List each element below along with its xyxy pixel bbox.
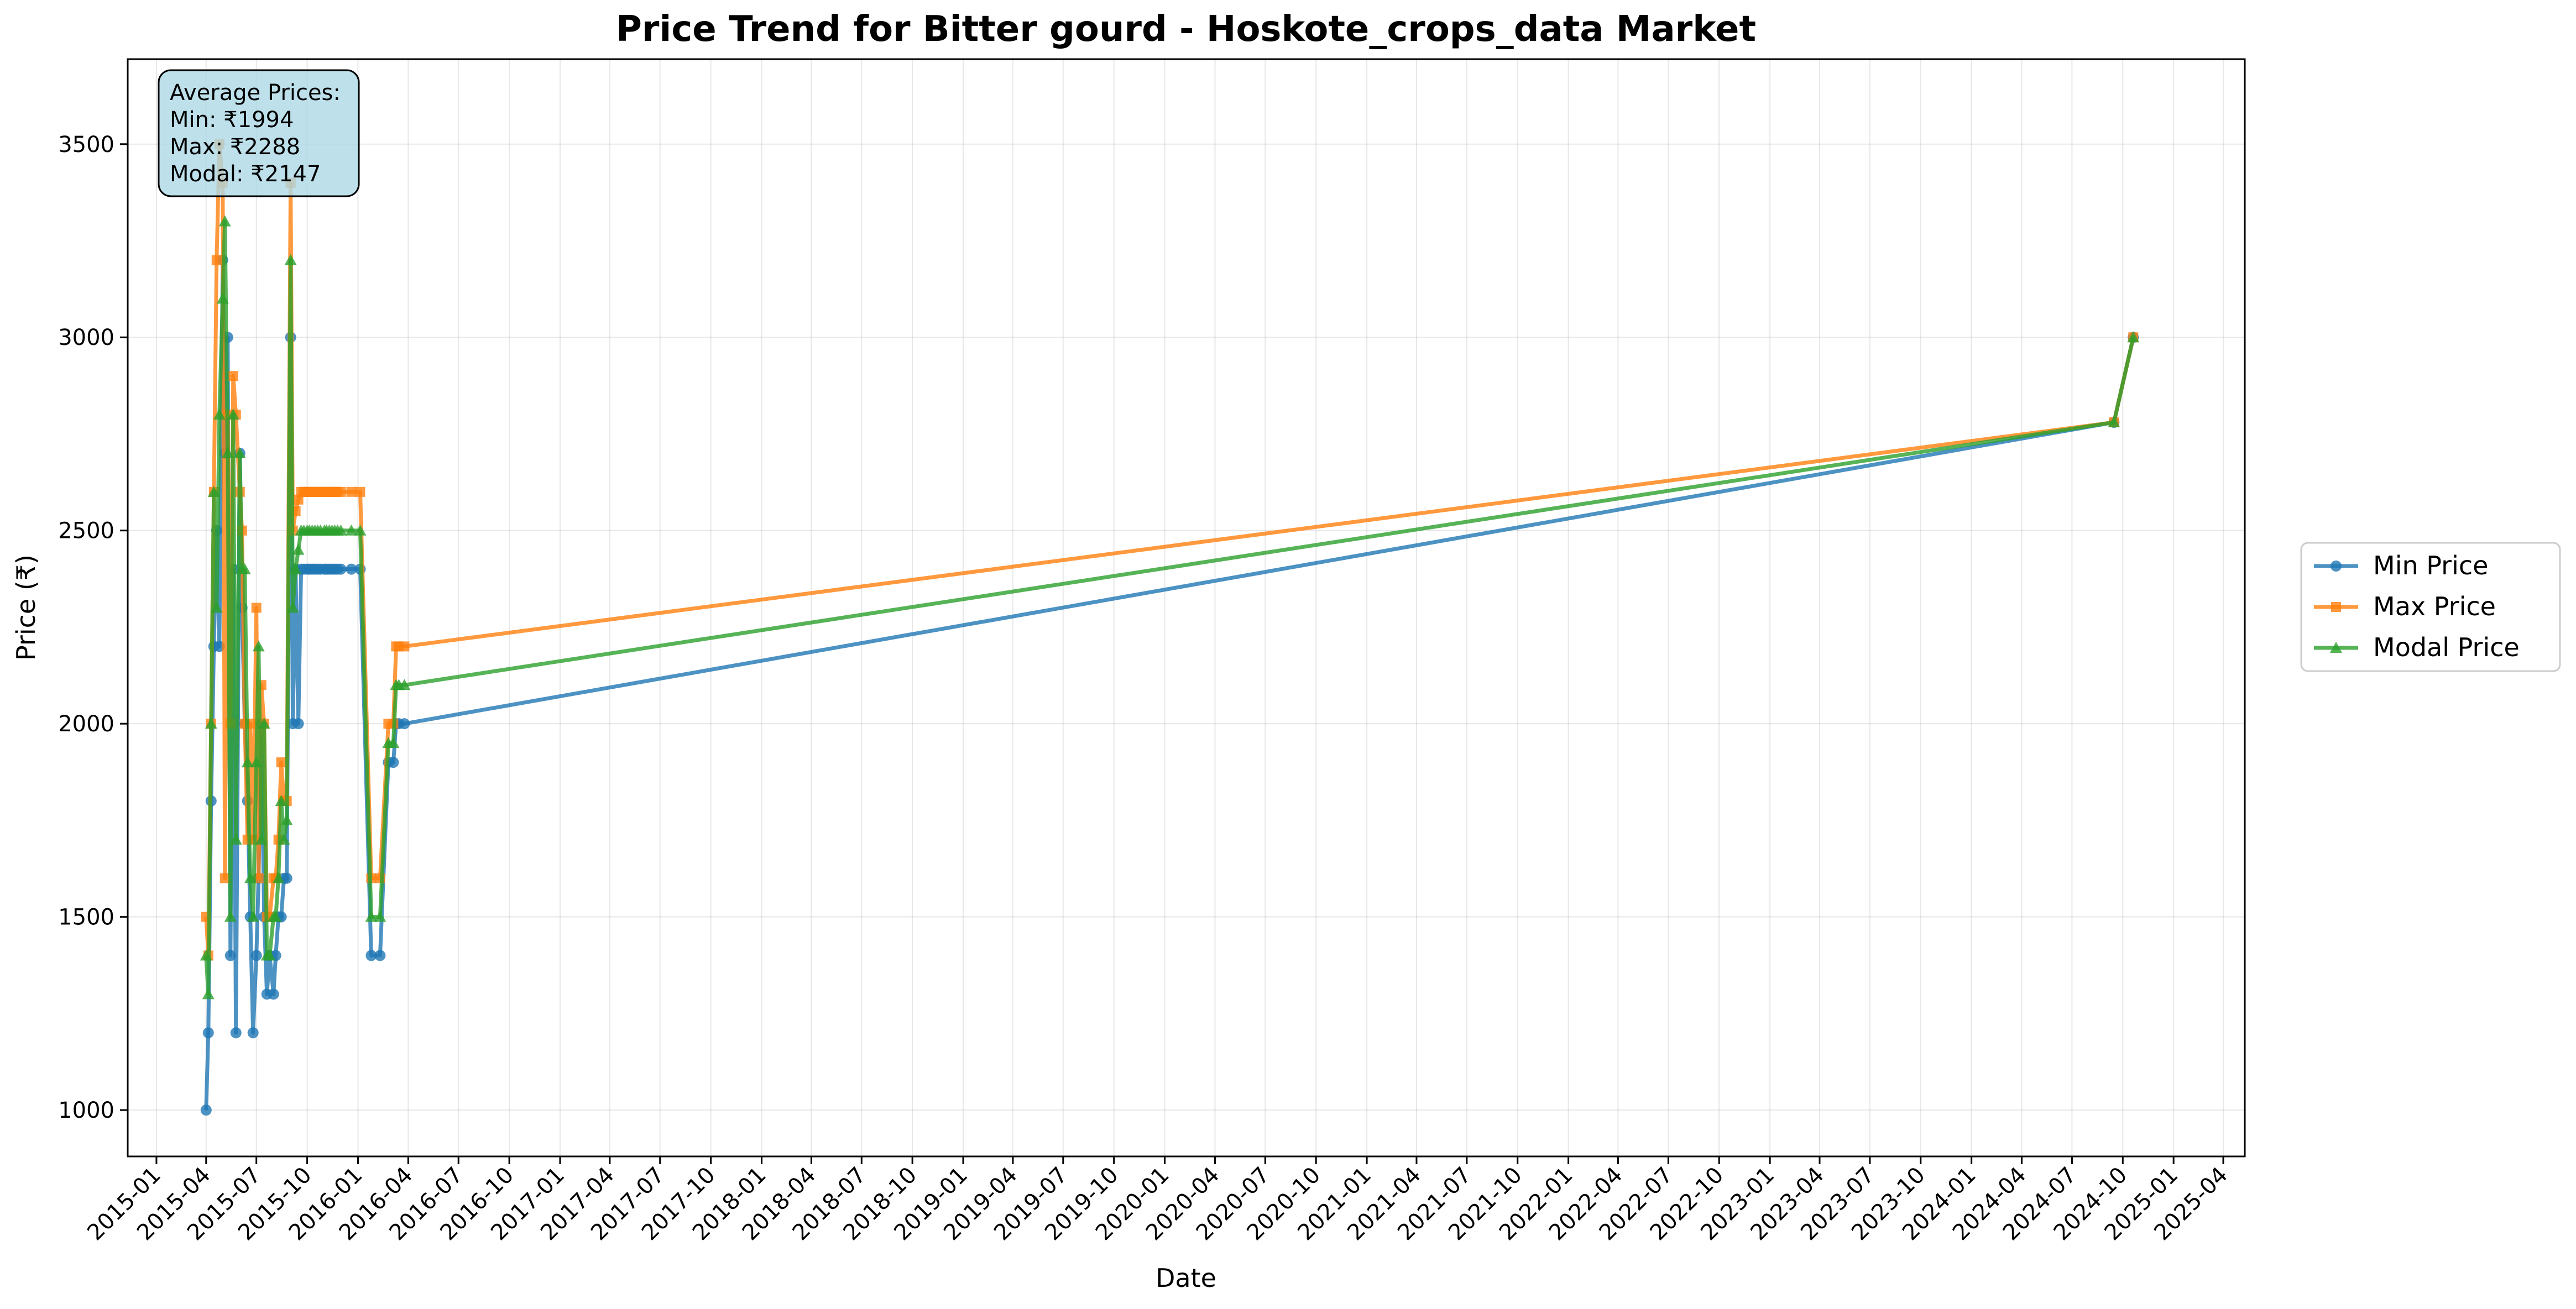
max-price-point xyxy=(220,873,230,883)
min-price-point xyxy=(365,950,377,961)
min-price-point xyxy=(388,757,399,768)
legend-item-min-price: Min Price xyxy=(2314,551,2488,580)
modal-price-point xyxy=(2127,331,2140,343)
y-tick-label: 2000 xyxy=(58,711,114,737)
modal-price-point xyxy=(238,563,251,574)
modal-price-point xyxy=(247,910,259,922)
modal-price-point xyxy=(207,485,220,497)
modal-price-point xyxy=(345,524,358,536)
max-price-point xyxy=(399,641,410,652)
modal-price-point xyxy=(205,718,217,729)
y-tick-label: 3500 xyxy=(58,132,114,158)
modal-price-point xyxy=(280,814,293,825)
max-price-point xyxy=(211,255,222,265)
legend-item-max-price: Max Price xyxy=(2314,591,2496,621)
min-price-point xyxy=(268,988,279,1000)
modal-price-point xyxy=(275,794,288,806)
y-tick-label: 1500 xyxy=(58,905,114,930)
min-price-point xyxy=(224,950,236,961)
legend: Min Price Max Price Modal Price xyxy=(2300,542,2561,672)
y-axis-label: Price (₹) xyxy=(11,554,41,661)
modal-price-point xyxy=(278,833,290,845)
legend-label-max-price: Max Price xyxy=(2373,591,2496,621)
y-tick-label: 3000 xyxy=(58,325,114,350)
max-price-point xyxy=(346,486,357,497)
modal-price-point xyxy=(289,563,302,574)
series-modal-price xyxy=(200,215,2140,999)
average-modal-price: Modal: ₹2147 xyxy=(170,161,321,187)
modal-price-point xyxy=(233,447,246,458)
modal-price-point xyxy=(218,215,231,227)
modal-price-point xyxy=(269,910,282,922)
modal-price-point xyxy=(224,910,237,922)
plot-frame xyxy=(127,58,2246,1158)
modal-price-point xyxy=(213,409,226,420)
min-price-point xyxy=(247,1027,259,1039)
modal-price-point xyxy=(354,524,367,536)
modal-price-point xyxy=(2108,416,2120,428)
legend-square-marker xyxy=(2331,602,2341,612)
min-price-point xyxy=(292,718,304,730)
y-tick-label: 2500 xyxy=(58,519,114,544)
modal-price-point xyxy=(272,872,285,883)
average-prices-heading: Average Prices: xyxy=(170,80,341,106)
modal-price-point xyxy=(227,409,239,420)
modal-price-point xyxy=(292,543,305,555)
legend-circle-marker xyxy=(2331,561,2342,572)
modal-price-point xyxy=(365,910,378,922)
min-price-point xyxy=(250,950,262,961)
max-price-point xyxy=(355,486,365,497)
modal-price-point xyxy=(210,601,223,613)
min-price-point xyxy=(230,1027,242,1039)
modal-price-point xyxy=(258,718,270,729)
max-price-point xyxy=(293,494,304,505)
modal-price-point xyxy=(335,524,347,536)
min-price-point xyxy=(200,1104,212,1116)
modal-price-point xyxy=(221,447,234,458)
min-price-point xyxy=(346,563,357,575)
min-price-point xyxy=(374,950,386,961)
max-price-point xyxy=(276,757,286,768)
modal-price-point xyxy=(255,833,268,845)
min-price-point xyxy=(335,563,347,575)
legend-label-min-price: Min Price xyxy=(2373,551,2488,580)
y-tick-label: 1000 xyxy=(58,1098,114,1123)
x-axis-label: Date xyxy=(1156,1263,1216,1293)
modal-price-point xyxy=(387,737,400,748)
modal-price-point xyxy=(250,756,263,768)
min-price-point xyxy=(202,1027,214,1039)
grid xyxy=(128,59,2245,1156)
average-prices-box: Average Prices: Min: ₹1994 Max: ₹2288 Mo… xyxy=(158,69,360,197)
modal-price-point xyxy=(229,833,242,845)
modal-price-point xyxy=(244,872,257,883)
min-price-point xyxy=(281,872,292,884)
modal-price-point xyxy=(252,640,265,652)
modal-price-point xyxy=(200,949,212,961)
chart-title: Price Trend for Bitter gourd - Hoskote_c… xyxy=(616,9,1756,50)
average-max-price: Max: ₹2288 xyxy=(170,134,300,160)
max-price-point xyxy=(251,603,262,613)
series-lines xyxy=(200,139,2140,1116)
modal-price-point xyxy=(263,949,276,961)
average-min-price: Min: ₹1994 xyxy=(170,107,294,133)
modal-price-point xyxy=(398,679,411,690)
modal-price-point xyxy=(202,988,215,999)
legend-item-modal-price: Modal Price xyxy=(2314,632,2520,662)
modal-price-point xyxy=(286,601,299,613)
legend-triangle-marker xyxy=(2330,642,2342,653)
modal-price-point xyxy=(284,254,297,265)
max-price-point xyxy=(253,873,264,883)
modal-price-point xyxy=(241,756,254,768)
max-price-point xyxy=(228,371,238,381)
max-price-point xyxy=(336,486,346,497)
min-price-point xyxy=(399,718,410,730)
min-price-point xyxy=(213,641,225,652)
modal-price-point xyxy=(374,910,386,922)
modal-price-point xyxy=(216,292,229,304)
legend-label-modal-price: Modal Price xyxy=(2373,632,2520,662)
